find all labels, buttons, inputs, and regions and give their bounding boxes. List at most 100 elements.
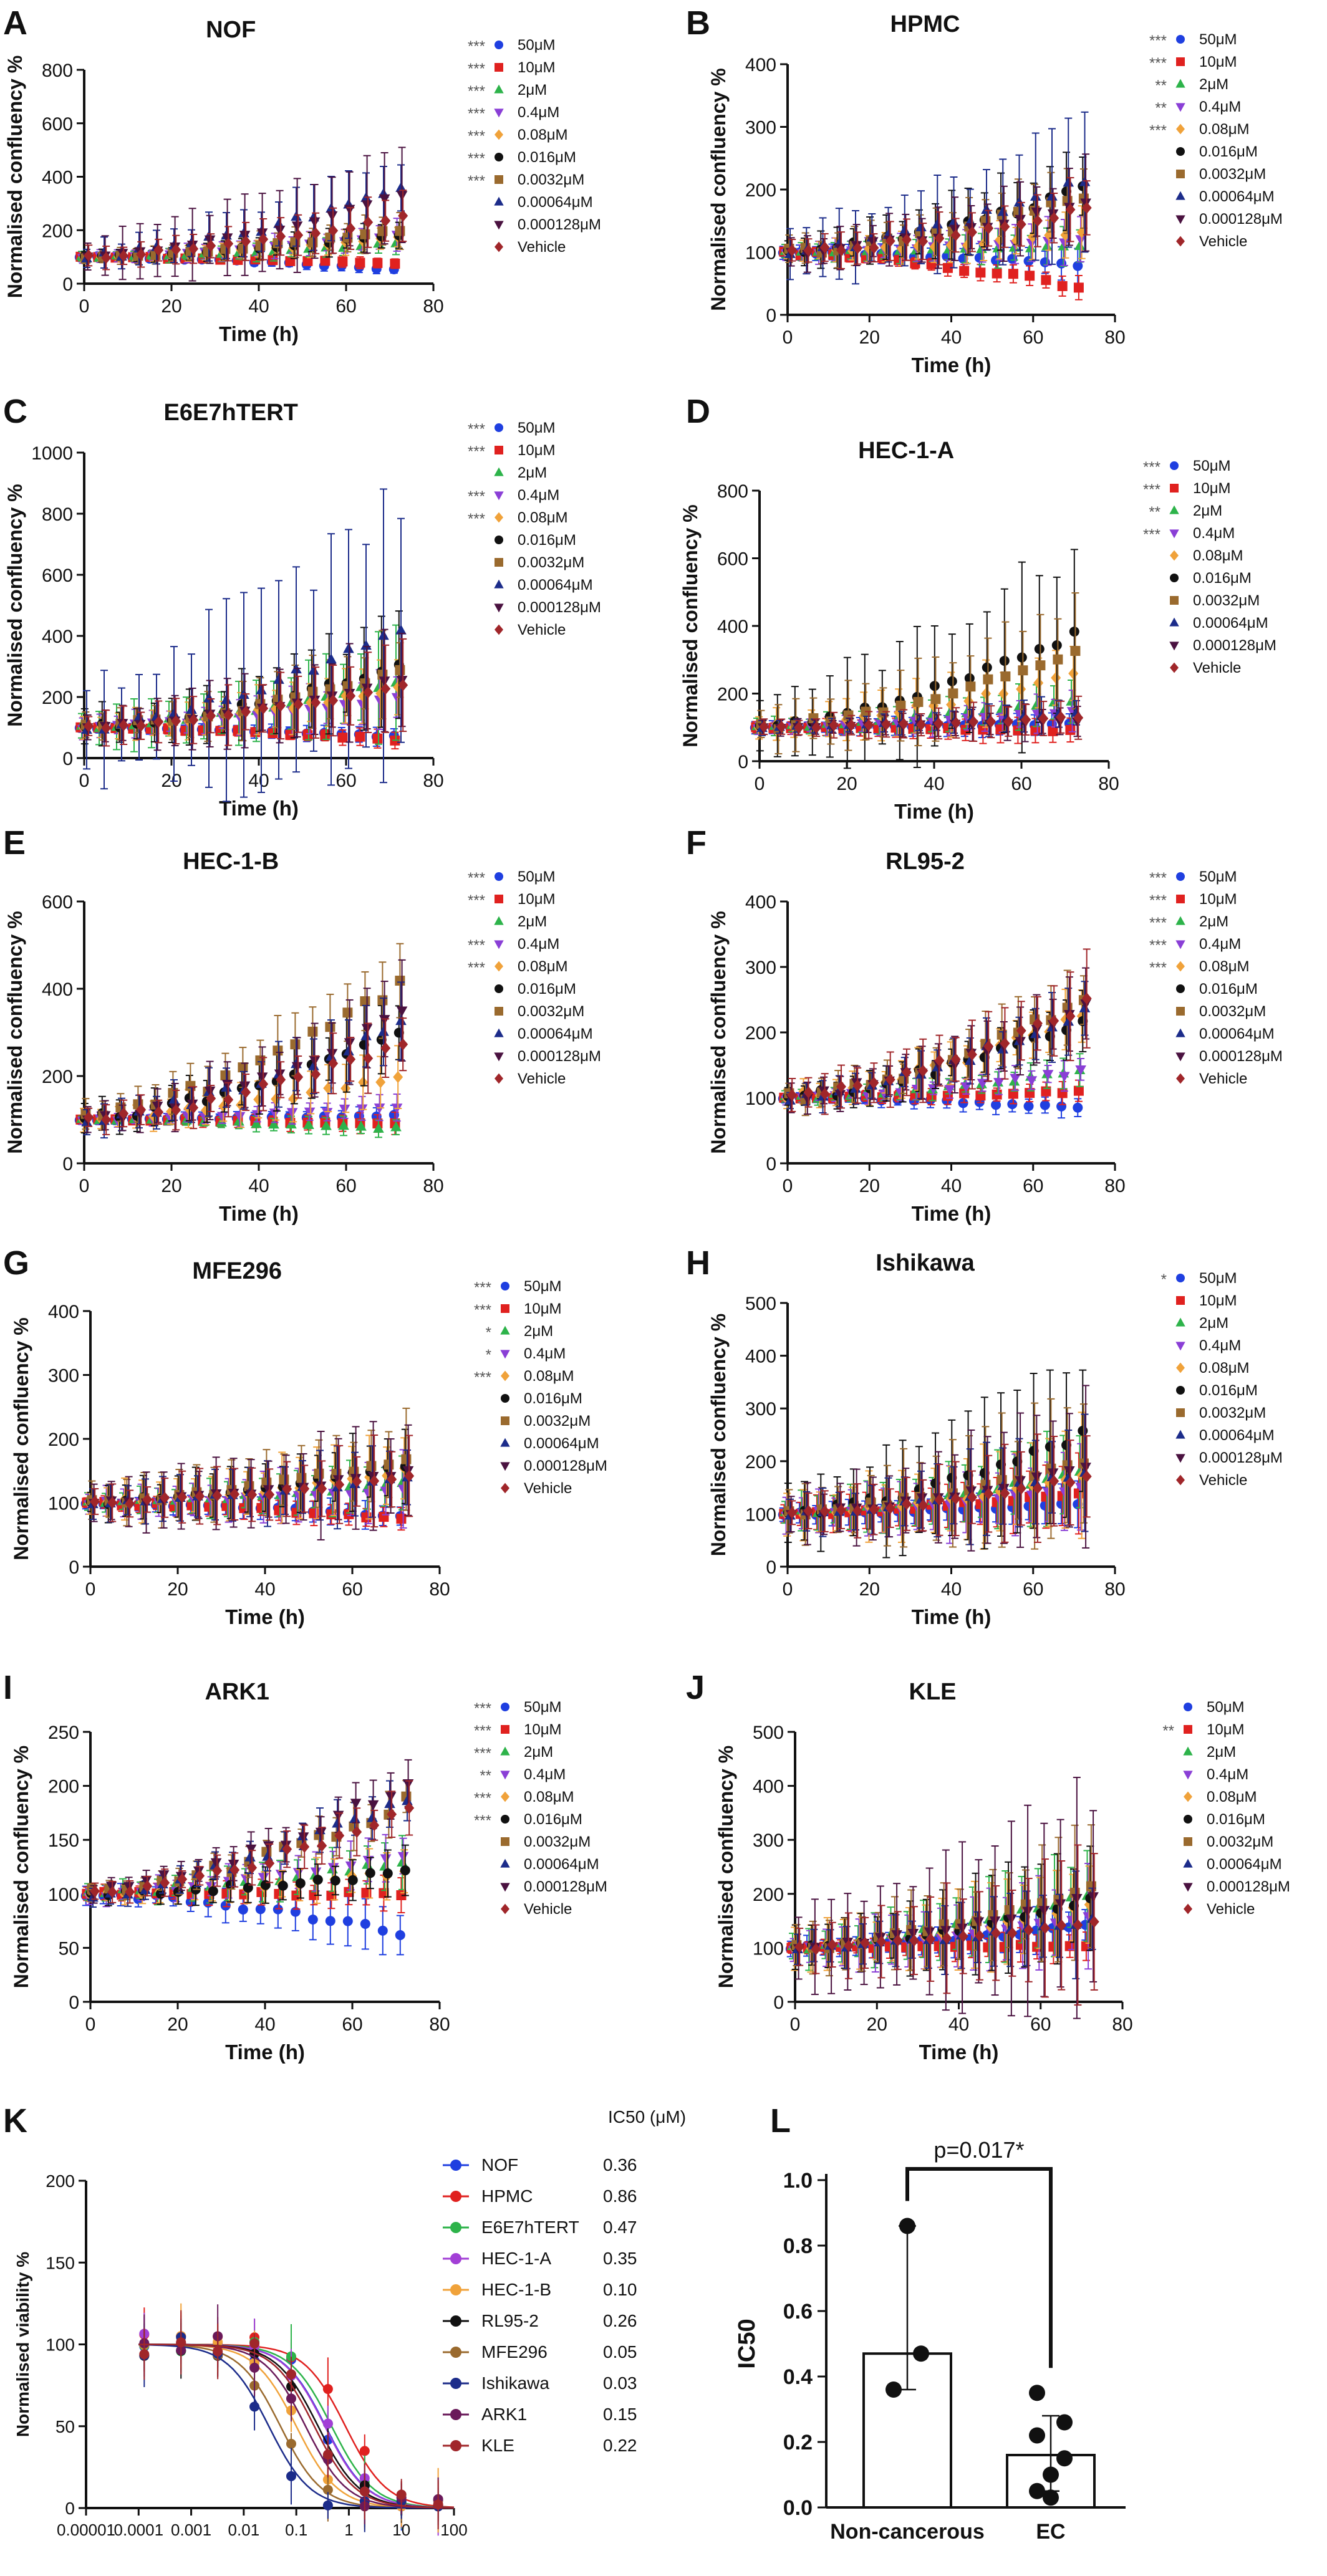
legend-marker bbox=[494, 579, 504, 589]
y-axis-label: Normalised confluency % bbox=[679, 504, 702, 747]
legend-label: 0.4μM bbox=[518, 936, 559, 953]
data-point bbox=[1056, 1101, 1067, 1112]
legend-marker bbox=[1175, 916, 1185, 925]
legend-entry: 0.0032μM bbox=[495, 1003, 584, 1020]
data-point bbox=[998, 688, 1009, 700]
panel-title: MFE296 bbox=[192, 1258, 282, 1284]
legend-label: 50μM bbox=[1199, 868, 1237, 885]
data-point bbox=[153, 716, 164, 728]
legend-label: 50μM bbox=[518, 420, 556, 436]
data-point bbox=[1016, 1024, 1026, 1037]
data-point bbox=[913, 696, 924, 707]
legend-marker bbox=[495, 446, 503, 454]
data-point bbox=[929, 681, 940, 691]
legend-marker bbox=[495, 175, 503, 184]
legend-label: 0.0032μM bbox=[1199, 166, 1266, 183]
legend-entry: 50μM *** bbox=[1143, 458, 1231, 476]
y-tick-label: 400 bbox=[745, 55, 776, 75]
legend-marker bbox=[494, 491, 504, 501]
x-tick-label: 40 bbox=[941, 327, 962, 348]
x-axis-label: Time (h) bbox=[912, 353, 992, 377]
data-point bbox=[1044, 229, 1054, 242]
data-point bbox=[344, 1038, 355, 1049]
legend-marker bbox=[1175, 191, 1185, 200]
data-point bbox=[975, 267, 986, 278]
legend-marker bbox=[495, 1007, 503, 1016]
data-point bbox=[1033, 676, 1044, 690]
data-point bbox=[1042, 1070, 1054, 1080]
data-point bbox=[293, 229, 304, 241]
data-point bbox=[337, 733, 348, 743]
data-point bbox=[372, 733, 383, 744]
x-tick-label: 0 bbox=[755, 774, 765, 794]
legend-marker bbox=[1175, 103, 1185, 112]
legend-marker bbox=[1170, 662, 1179, 673]
data-point bbox=[1015, 1037, 1026, 1047]
series-0.016uM bbox=[755, 549, 1079, 769]
data-point bbox=[152, 1102, 163, 1112]
legend-entry: 0.4μM *** bbox=[1149, 936, 1241, 954]
x-axis-label: Time (h) bbox=[894, 800, 974, 823]
x-tick-label: 40 bbox=[248, 1176, 269, 1196]
legend-label: 2μM bbox=[1199, 76, 1228, 93]
legend-entry: Vehicle bbox=[495, 1070, 566, 1087]
x-tick-label: 20 bbox=[161, 296, 181, 317]
data-point bbox=[133, 711, 145, 721]
y-tick-label: 0 bbox=[62, 1154, 73, 1175]
significance-marker: *** bbox=[468, 38, 485, 55]
data-point bbox=[338, 1120, 349, 1130]
data-point bbox=[377, 995, 388, 1006]
legend-label: 0.0032μM bbox=[518, 171, 584, 188]
significance-marker: *** bbox=[468, 870, 485, 887]
data-point bbox=[1025, 242, 1036, 252]
data-point bbox=[206, 1092, 216, 1105]
data-point bbox=[959, 1088, 970, 1098]
x-tick-label: 20 bbox=[859, 1176, 880, 1196]
legend-marker bbox=[1170, 550, 1179, 561]
legend-entry: 0.4μM *** bbox=[1143, 525, 1235, 543]
legend-label: 0.000128μM bbox=[1199, 211, 1283, 228]
data-point bbox=[164, 1113, 176, 1123]
data-point bbox=[273, 218, 284, 228]
legend-entry: 2μM *** bbox=[1149, 913, 1228, 931]
significance-marker: *** bbox=[1149, 937, 1167, 954]
significance-marker: *** bbox=[1143, 526, 1161, 543]
data-point bbox=[1049, 1014, 1059, 1027]
data-point bbox=[1059, 1072, 1070, 1082]
legend-entry: 10μM *** bbox=[468, 442, 556, 460]
data-point bbox=[1073, 282, 1084, 293]
series-0.00064uM bbox=[81, 488, 407, 802]
data-point bbox=[944, 1085, 955, 1095]
data-point bbox=[929, 241, 940, 253]
data-point bbox=[101, 722, 112, 734]
legend-label: 10μM bbox=[518, 442, 556, 459]
legend-label: 0.00064μM bbox=[518, 1026, 593, 1042]
x-tick-label: 60 bbox=[335, 296, 356, 317]
data-point bbox=[1003, 715, 1014, 728]
legend-entry: 0.000128μM bbox=[494, 599, 601, 616]
legend-marker bbox=[494, 467, 504, 476]
legend-label: 2μM bbox=[518, 913, 547, 930]
data-point bbox=[188, 1102, 199, 1114]
y-tick-label: 300 bbox=[745, 958, 776, 978]
x-axis-label: Time (h) bbox=[219, 1202, 299, 1225]
legend-entry: 0.016μM bbox=[495, 532, 576, 549]
legend-label: 0.08μM bbox=[1199, 958, 1250, 975]
data-point bbox=[101, 252, 112, 264]
panel-letter: E bbox=[3, 824, 26, 862]
legend-marker bbox=[494, 84, 504, 94]
data-point bbox=[395, 181, 407, 192]
legend-entry: 2μM ** bbox=[1149, 502, 1222, 521]
data-point bbox=[934, 232, 945, 244]
data-point bbox=[171, 715, 181, 728]
data-point bbox=[276, 1074, 286, 1086]
legend-entry: 10μM *** bbox=[1149, 54, 1237, 72]
data-point bbox=[373, 1122, 384, 1133]
series-Vehicle bbox=[84, 190, 408, 271]
data-point bbox=[293, 698, 304, 711]
data-point bbox=[1016, 652, 1027, 663]
data-point bbox=[304, 1107, 316, 1118]
legend-marker bbox=[495, 129, 503, 140]
data-point bbox=[343, 643, 354, 653]
legend-marker bbox=[1176, 872, 1185, 881]
